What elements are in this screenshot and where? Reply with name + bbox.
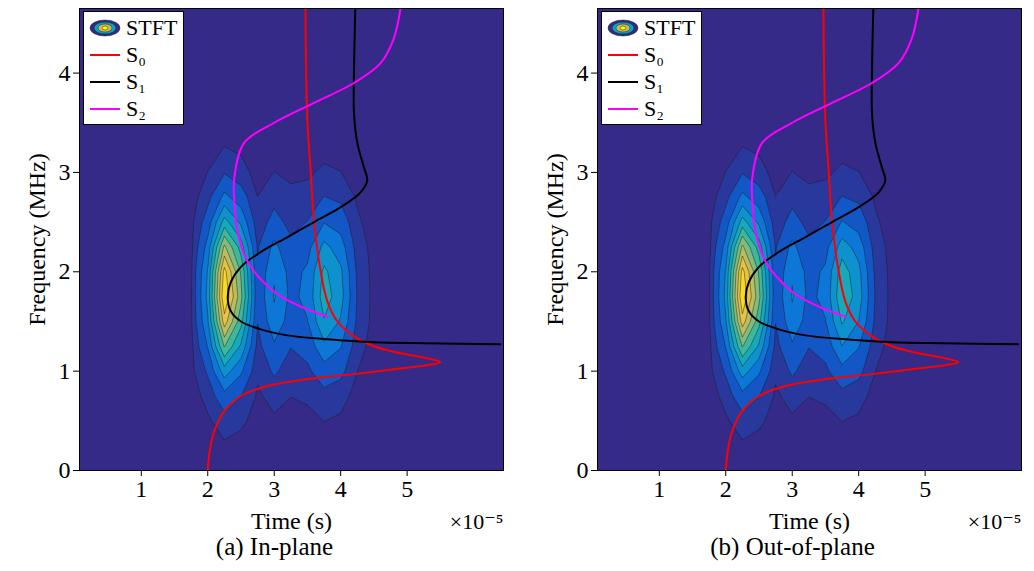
svg-text:1: 1 [135,476,147,502]
svg-text:5: 5 [919,476,931,502]
svg-text:Frequency (MHz): Frequency (MHz) [542,153,568,326]
html-text:S₀: S₀ [644,42,664,67]
svg-text:4: 4 [853,476,865,502]
html-text:S₂: S₂ [126,96,146,121]
svg-text:Frequency (MHz): Frequency (MHz) [24,153,50,326]
html-text:STFT: STFT [126,15,178,40]
svg-text:2: 2 [720,476,732,502]
html-text:STFT: STFT [644,15,696,40]
svg-text:1: 1 [577,358,589,384]
svg-text:4: 4 [335,476,347,502]
svg-text:2: 2 [59,258,71,284]
svg-text:0: 0 [577,457,589,483]
svg-text:3: 3 [577,159,589,185]
html-text:S₀: S₀ [126,42,146,67]
svg-text:2: 2 [577,258,589,284]
svg-text:1: 1 [653,476,665,502]
svg-text:4: 4 [59,60,71,86]
svg-text:×10⁻⁵: ×10⁻⁵ [450,509,504,534]
svg-text:5: 5 [401,476,413,502]
svg-text:0: 0 [59,457,71,483]
html-text:S₁: S₁ [126,69,146,94]
svg-text:2: 2 [202,476,214,502]
svg-text:×10⁻⁵: ×10⁻⁵ [968,509,1022,534]
svg-text:3: 3 [786,476,798,502]
svg-text:3: 3 [59,159,71,185]
html-text:(b) Out-of-plane: (b) Out-of-plane [710,533,875,560]
svg-text:Time (s): Time (s) [769,508,850,534]
html-text:S₂: S₂ [644,96,664,121]
svg-text:3: 3 [268,476,280,502]
svg-text:Time (s): Time (s) [251,508,332,534]
svg-text:1: 1 [59,358,71,384]
html-text:(a) In-plane: (a) In-plane [215,533,334,560]
html-text:S₁: S₁ [644,69,664,94]
svg-text:4: 4 [577,60,589,86]
